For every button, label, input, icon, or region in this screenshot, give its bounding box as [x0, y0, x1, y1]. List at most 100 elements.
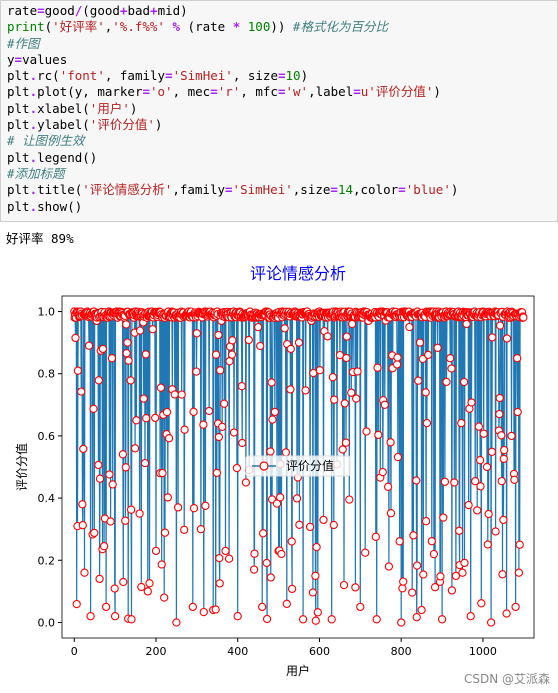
data-point: [188, 602, 197, 612]
data-point: [218, 422, 227, 431]
code-line: #作图: [7, 35, 40, 51]
data-point: [466, 612, 475, 621]
data-point: [151, 413, 160, 423]
data-point: [418, 354, 427, 364]
data-point: [395, 537, 404, 546]
data-point: [502, 609, 511, 618]
data-point: [499, 454, 508, 464]
series-layer: [70, 307, 528, 627]
data-point: [397, 618, 406, 627]
data-point: [99, 542, 109, 551]
data-point: [351, 583, 360, 592]
data-point: [460, 558, 469, 568]
data-point: [386, 509, 396, 518]
data-point: [380, 400, 389, 409]
chart-title: 评论情感分析: [250, 264, 346, 283]
data-point: [405, 322, 414, 332]
data-point: [80, 568, 89, 577]
data-point: [378, 467, 387, 477]
data-point: [221, 546, 230, 556]
code-line: rate=good/(good+bad+mid): [7, 3, 188, 18]
data-point: [280, 324, 289, 333]
data-point: [440, 477, 450, 486]
data-point: [495, 321, 505, 330]
code-text[interactable]: rate=good/(good+bad+mid) print('好评率','%.…: [7, 3, 458, 215]
data-point: [409, 531, 418, 540]
data-point: [315, 366, 325, 375]
x-tick-label: 600: [309, 645, 330, 658]
data-point: [177, 390, 186, 399]
x-tick-label: 1000: [469, 645, 497, 658]
data-point: [513, 407, 522, 417]
data-point: [345, 495, 354, 504]
data-point: [158, 468, 167, 478]
data-point: [143, 587, 152, 596]
data-point: [352, 394, 361, 403]
data-point: [477, 599, 486, 608]
watermark: CSDN @艾派森: [463, 672, 550, 686]
data-point: [192, 367, 201, 376]
data-point: [499, 515, 508, 525]
data-point: [262, 614, 272, 624]
legend: 评价分值: [245, 455, 351, 477]
data-point: [95, 474, 105, 483]
data-point: [94, 376, 103, 385]
data-point: [330, 395, 339, 404]
data-point: [458, 568, 467, 577]
data-point: [497, 476, 506, 486]
data-point: [415, 338, 425, 347]
data-point: [94, 460, 103, 470]
data-point: [323, 332, 332, 341]
data-point: [429, 549, 439, 559]
data-point: [267, 378, 276, 387]
data-point: [237, 382, 246, 391]
data-point: [258, 602, 267, 612]
y-tick-label: 0.4: [38, 492, 56, 505]
data-point: [308, 588, 318, 597]
data-point: [479, 429, 488, 438]
data-point: [254, 322, 263, 332]
data-point: [160, 528, 170, 537]
data-point: [436, 572, 445, 581]
data-point: [339, 580, 349, 590]
data-point: [491, 527, 500, 536]
data-point: [408, 588, 417, 597]
data-point: [78, 500, 87, 509]
data-point: [311, 616, 320, 625]
data-point: [228, 336, 237, 345]
data-point: [392, 360, 402, 369]
data-point: [148, 325, 157, 334]
sentiment-chart: 评论情感分析 0 200 400 600 800 1000 0.0 0.2 0.4 0.6 0.8 1…: [14, 264, 535, 678]
code-cell[interactable]: rate=good/(good+bad+mid) print('好评率','%.…: [0, 0, 558, 222]
data-point: [455, 526, 464, 535]
data-point: [151, 546, 161, 556]
data-point: [488, 333, 497, 342]
data-point: [421, 517, 431, 526]
data-point: [462, 319, 471, 329]
data-point: [122, 349, 131, 358]
data-point: [139, 394, 148, 403]
data-point: [160, 593, 169, 602]
data-point: [258, 529, 268, 538]
data-point: [419, 570, 428, 579]
code-line: plt.rc('font', family='SimHei', size=10): [7, 68, 309, 84]
data-point: [211, 350, 221, 359]
y-tick-label: 0.0: [38, 616, 56, 629]
data-point: [172, 618, 181, 627]
data-point: [108, 480, 117, 489]
data-point: [447, 364, 456, 373]
data-point: [199, 420, 208, 429]
data-point: [145, 579, 154, 588]
code-line: plt.legend(): [7, 149, 98, 165]
data-point: [110, 584, 119, 593]
data-point: [430, 583, 440, 592]
data-point: [412, 476, 421, 485]
data-point: [309, 368, 318, 378]
data-point: [232, 463, 242, 473]
data-point: [132, 416, 141, 425]
data-point: [422, 418, 432, 428]
data-point: [249, 565, 259, 574]
data-point: [338, 445, 347, 454]
data-point: [353, 367, 362, 376]
data-point: [287, 537, 296, 546]
